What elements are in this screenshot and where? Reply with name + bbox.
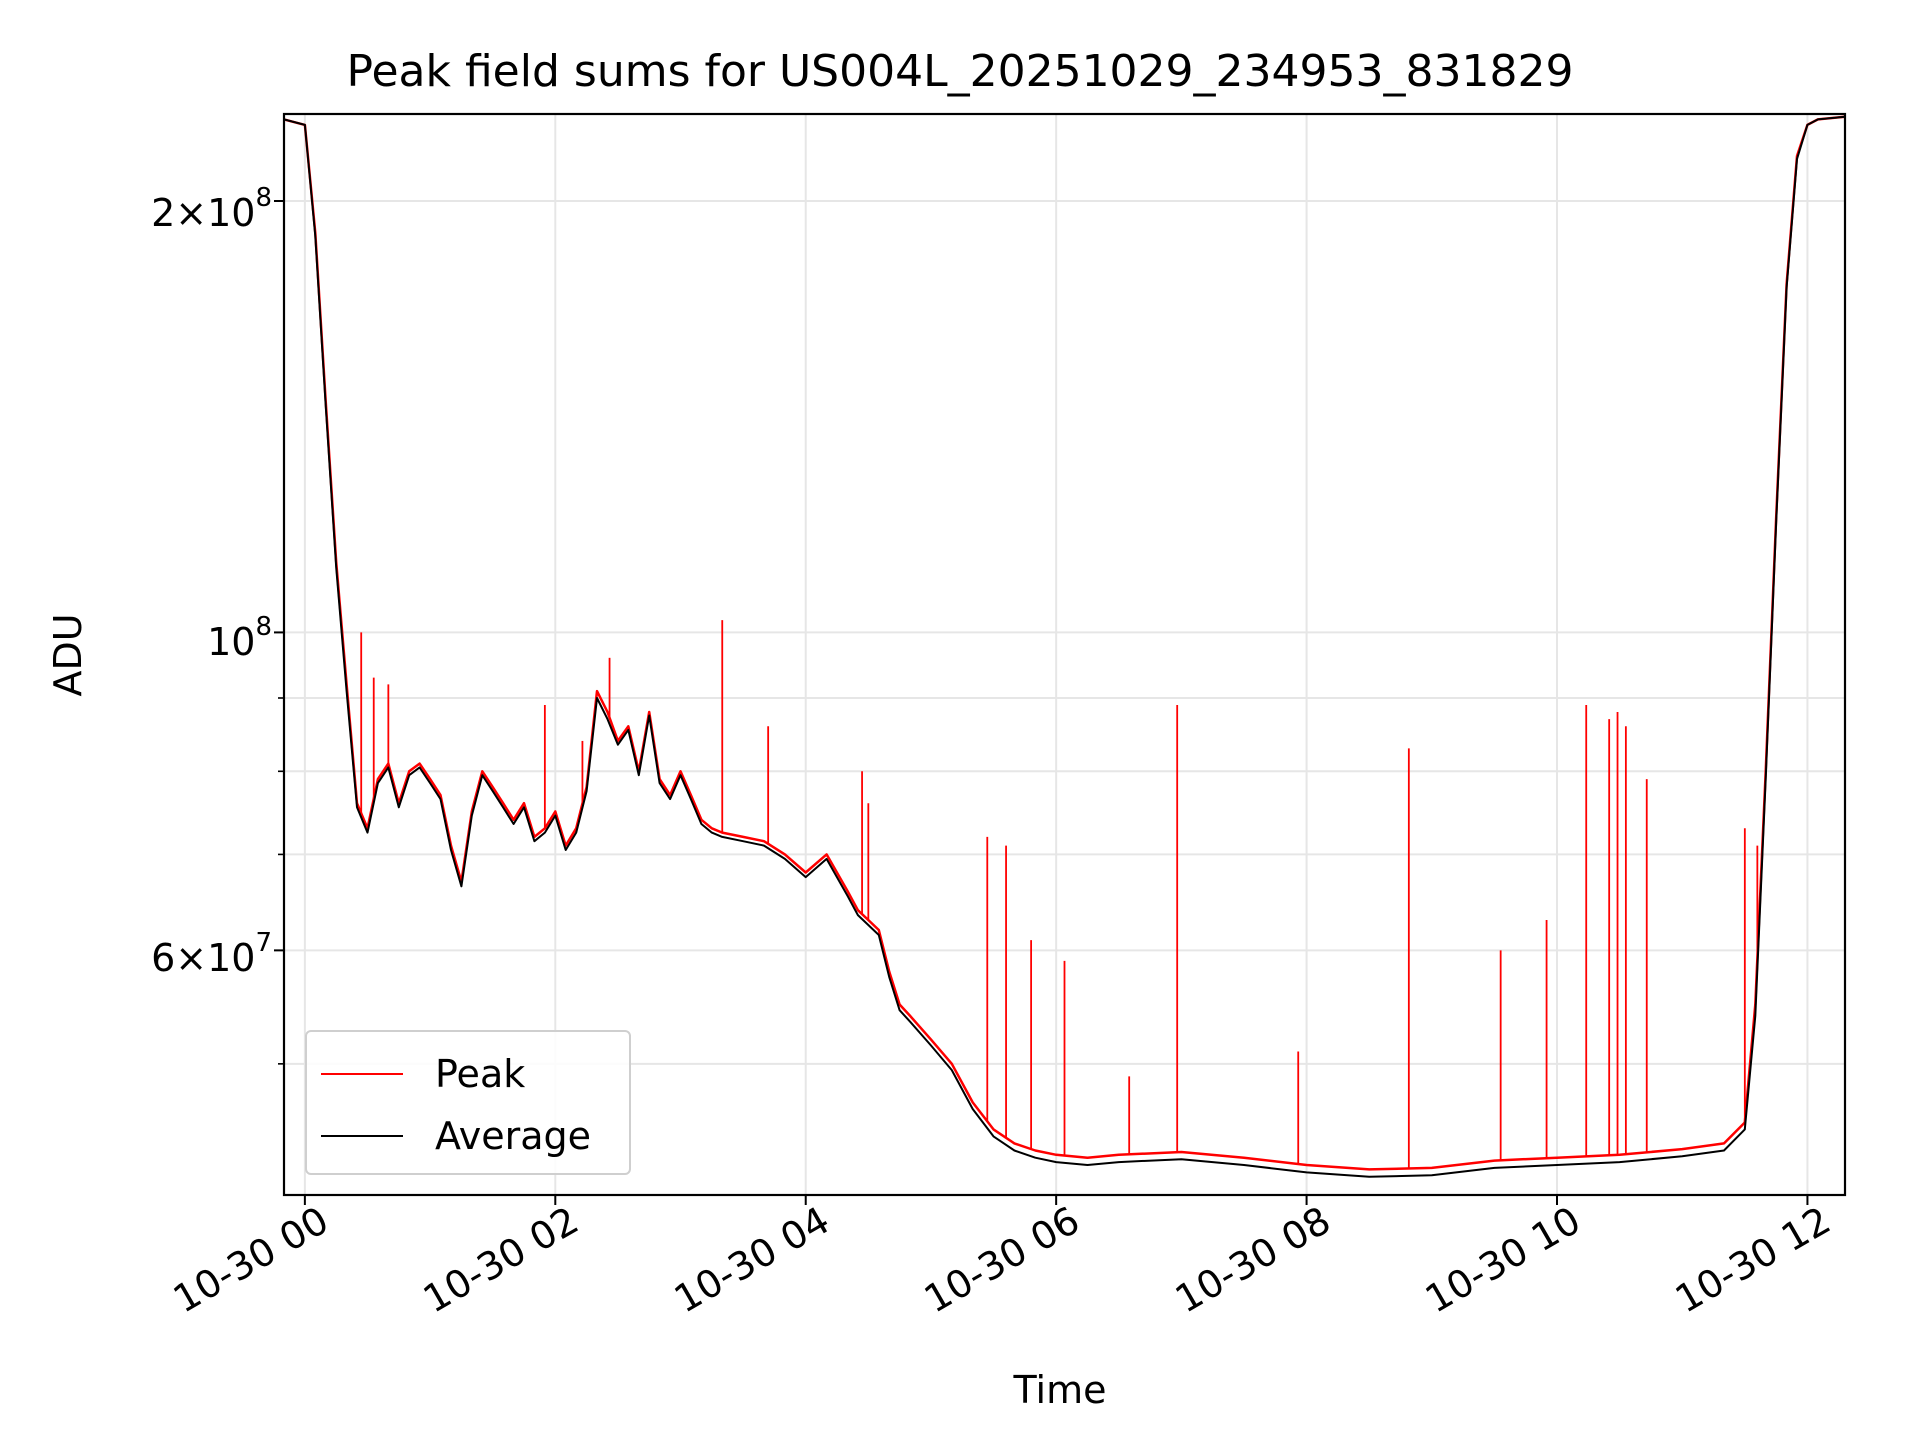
legend-peak-label: Peak	[435, 1052, 526, 1096]
y-tick-label-6e7: 6×107	[151, 928, 272, 980]
legend: Peak Average	[305, 1030, 631, 1175]
y-tick-base: 10	[207, 619, 256, 664]
series-peak-line	[283, 115, 1846, 1171]
legend-item-average: Average	[321, 1114, 592, 1158]
series-average-line	[283, 115, 1846, 1178]
y-tick-exponent: 8	[255, 612, 272, 643]
y-tick-exponent: 7	[255, 928, 272, 959]
y-tick-mantissa: 2	[151, 190, 176, 235]
y-tick-base: 10	[207, 190, 256, 235]
y-tick-base: 10	[207, 935, 256, 980]
y-tick-times: ×	[175, 935, 208, 980]
legend-peak-line	[321, 1073, 403, 1075]
x-axis-label: Time	[1013, 1368, 1107, 1412]
y-tick-label-1e8: 108	[207, 612, 272, 664]
legend-average-label: Average	[435, 1114, 592, 1158]
y-tick-exponent: 8	[255, 183, 272, 214]
y-tick-mantissa: 6	[151, 935, 176, 980]
chart-title: Peak field sums for US004L_20251029_2349…	[346, 46, 1574, 97]
y-tick-times: ×	[175, 190, 208, 235]
legend-average-line	[321, 1135, 403, 1137]
plot-frame	[282, 112, 1847, 1197]
y-axis-label: ADU	[46, 613, 90, 697]
y-tick-label-2e8: 2×108	[151, 183, 272, 235]
legend-item-peak: Peak	[321, 1052, 526, 1096]
